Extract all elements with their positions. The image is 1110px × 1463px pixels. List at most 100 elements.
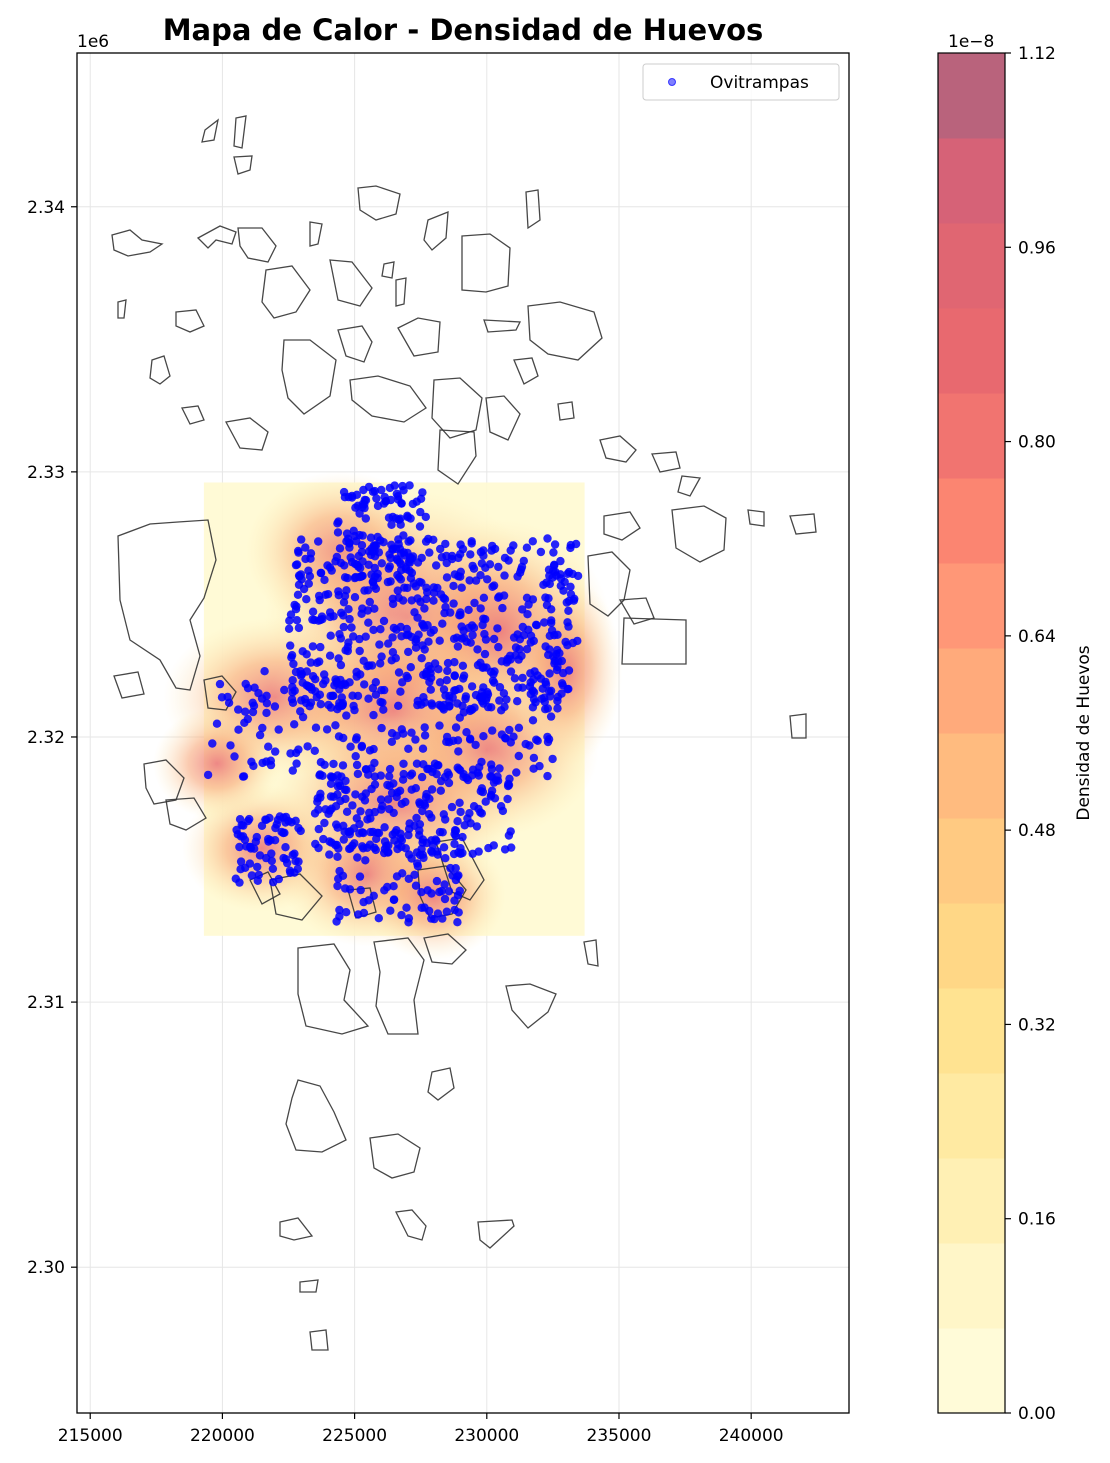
ovitrampa-point [267, 849, 276, 858]
ovitrampa-point [442, 732, 452, 742]
region-outline [329, 259, 373, 307]
ovitrampa-point [415, 522, 425, 531]
ovitrampa-point [343, 642, 352, 652]
ovitrampa-point [338, 871, 348, 880]
ovitrampa-point [471, 740, 480, 750]
region-outline [381, 261, 395, 279]
ovitrampa-point [413, 862, 423, 871]
ovitrampa-point [396, 520, 405, 529]
ovitrampa-point [454, 747, 463, 756]
ovitrampa-point [456, 844, 465, 853]
ovitrampa-point [523, 610, 532, 619]
ovitrampa-point [376, 625, 385, 634]
ovitrampa-point [524, 600, 533, 609]
ovitrampa-point [329, 792, 338, 801]
ovitrampa-point [473, 645, 482, 654]
ovitrampa-point [266, 836, 275, 845]
ovitrampa-point [369, 581, 379, 590]
ovitrampa-point [556, 556, 565, 566]
ovitrampa-point [543, 534, 552, 543]
ovitrampa-point [418, 744, 428, 753]
ovitrampa-point [393, 570, 402, 580]
ovitrampa-point [489, 581, 499, 590]
heat-spot [153, 707, 282, 820]
ovitrampa-point [347, 623, 356, 632]
ovitrampa-point [334, 778, 344, 788]
ovitrampa-point [441, 539, 450, 549]
region-outline [369, 1133, 421, 1179]
colorbar-band [938, 988, 1005, 1074]
ovitrampa-point [545, 631, 554, 640]
ovitrampa-point [234, 705, 243, 714]
ovitrampa-point [363, 586, 373, 595]
ovitrampa-point [564, 606, 573, 615]
ovitrampa-point [446, 608, 455, 617]
ovitrampa-point [296, 671, 306, 680]
ovitrampa-point [326, 779, 336, 788]
ovitrampa-point [416, 507, 425, 517]
ovitrampa-point [453, 736, 463, 745]
ovitrampa-point [212, 719, 222, 728]
ovitrampa-point [358, 571, 367, 581]
ovitrampa-point [399, 729, 408, 738]
ovitrampa-point [406, 663, 415, 672]
region-outline [261, 265, 311, 319]
ovitrampa-point [350, 839, 359, 848]
ovitrampa-point [374, 914, 383, 923]
colorbar-tick-label: 0.48 [1018, 821, 1056, 841]
region-outline [618, 597, 655, 625]
ovitrampa-point [545, 669, 554, 678]
ovitrampa-point [489, 634, 499, 644]
ovitrampa-point [442, 907, 451, 916]
ovitrampa-point [369, 625, 378, 635]
ovitrampa-point [386, 553, 395, 563]
region-outline [583, 939, 599, 967]
ovitrampa-point [466, 550, 475, 559]
ovitrampa-point [488, 676, 498, 685]
ovitrampa-point [275, 812, 285, 821]
ovitrampa-point [384, 564, 393, 573]
ovitrampa-point [313, 794, 322, 803]
ovitrampa-point [408, 499, 418, 509]
ovitrampa-point [458, 832, 467, 842]
ovitrampa-point [485, 560, 495, 569]
ovitrampa-point [310, 809, 320, 818]
region-outline [483, 319, 522, 333]
ovitrampa-point [428, 701, 437, 710]
ovitrampa-point [241, 679, 250, 689]
ovitrampa-point [394, 540, 403, 549]
ovitrampa-point [369, 710, 378, 720]
ovitrampa-point [442, 676, 451, 685]
ovitrampa-point [480, 629, 489, 639]
ovitrampa-point [317, 612, 327, 621]
ovitrampa-point [450, 905, 459, 915]
ovitrampa-point [368, 547, 377, 556]
ovitrampa-point [418, 838, 427, 847]
colorbar-band [938, 1243, 1005, 1329]
region-outline [233, 155, 253, 175]
ovitrampa-point [423, 588, 432, 597]
ovitrampa-point [288, 698, 298, 707]
region-outline [677, 475, 702, 497]
ovitrampa-point [396, 687, 405, 696]
ovitrampa-point [336, 634, 346, 643]
ovitrampa-point [361, 496, 371, 505]
ovitrampa-point [426, 685, 435, 694]
ovitrampa-point [450, 839, 459, 849]
colorbar-tick-label: 1.12 [1018, 44, 1056, 64]
ovitrampa-point [481, 797, 490, 806]
ovitrampa-point [328, 773, 338, 782]
ovitrampa-point [436, 544, 445, 554]
ovitrampa-point [439, 593, 448, 603]
ovitrampa-point [360, 680, 369, 689]
ovitrampa-point [320, 575, 329, 585]
colorbar-band [938, 138, 1005, 224]
ovitrampa-point [417, 654, 426, 663]
ovitrampa-point [553, 692, 562, 702]
ovitrampa-point [441, 815, 450, 824]
ovitrampa-point [383, 577, 393, 587]
ovitrampa-point [308, 642, 318, 651]
ovitrampa-point [208, 739, 217, 748]
ovitrampa-point [440, 880, 449, 889]
ovitrampa-point [392, 792, 401, 802]
